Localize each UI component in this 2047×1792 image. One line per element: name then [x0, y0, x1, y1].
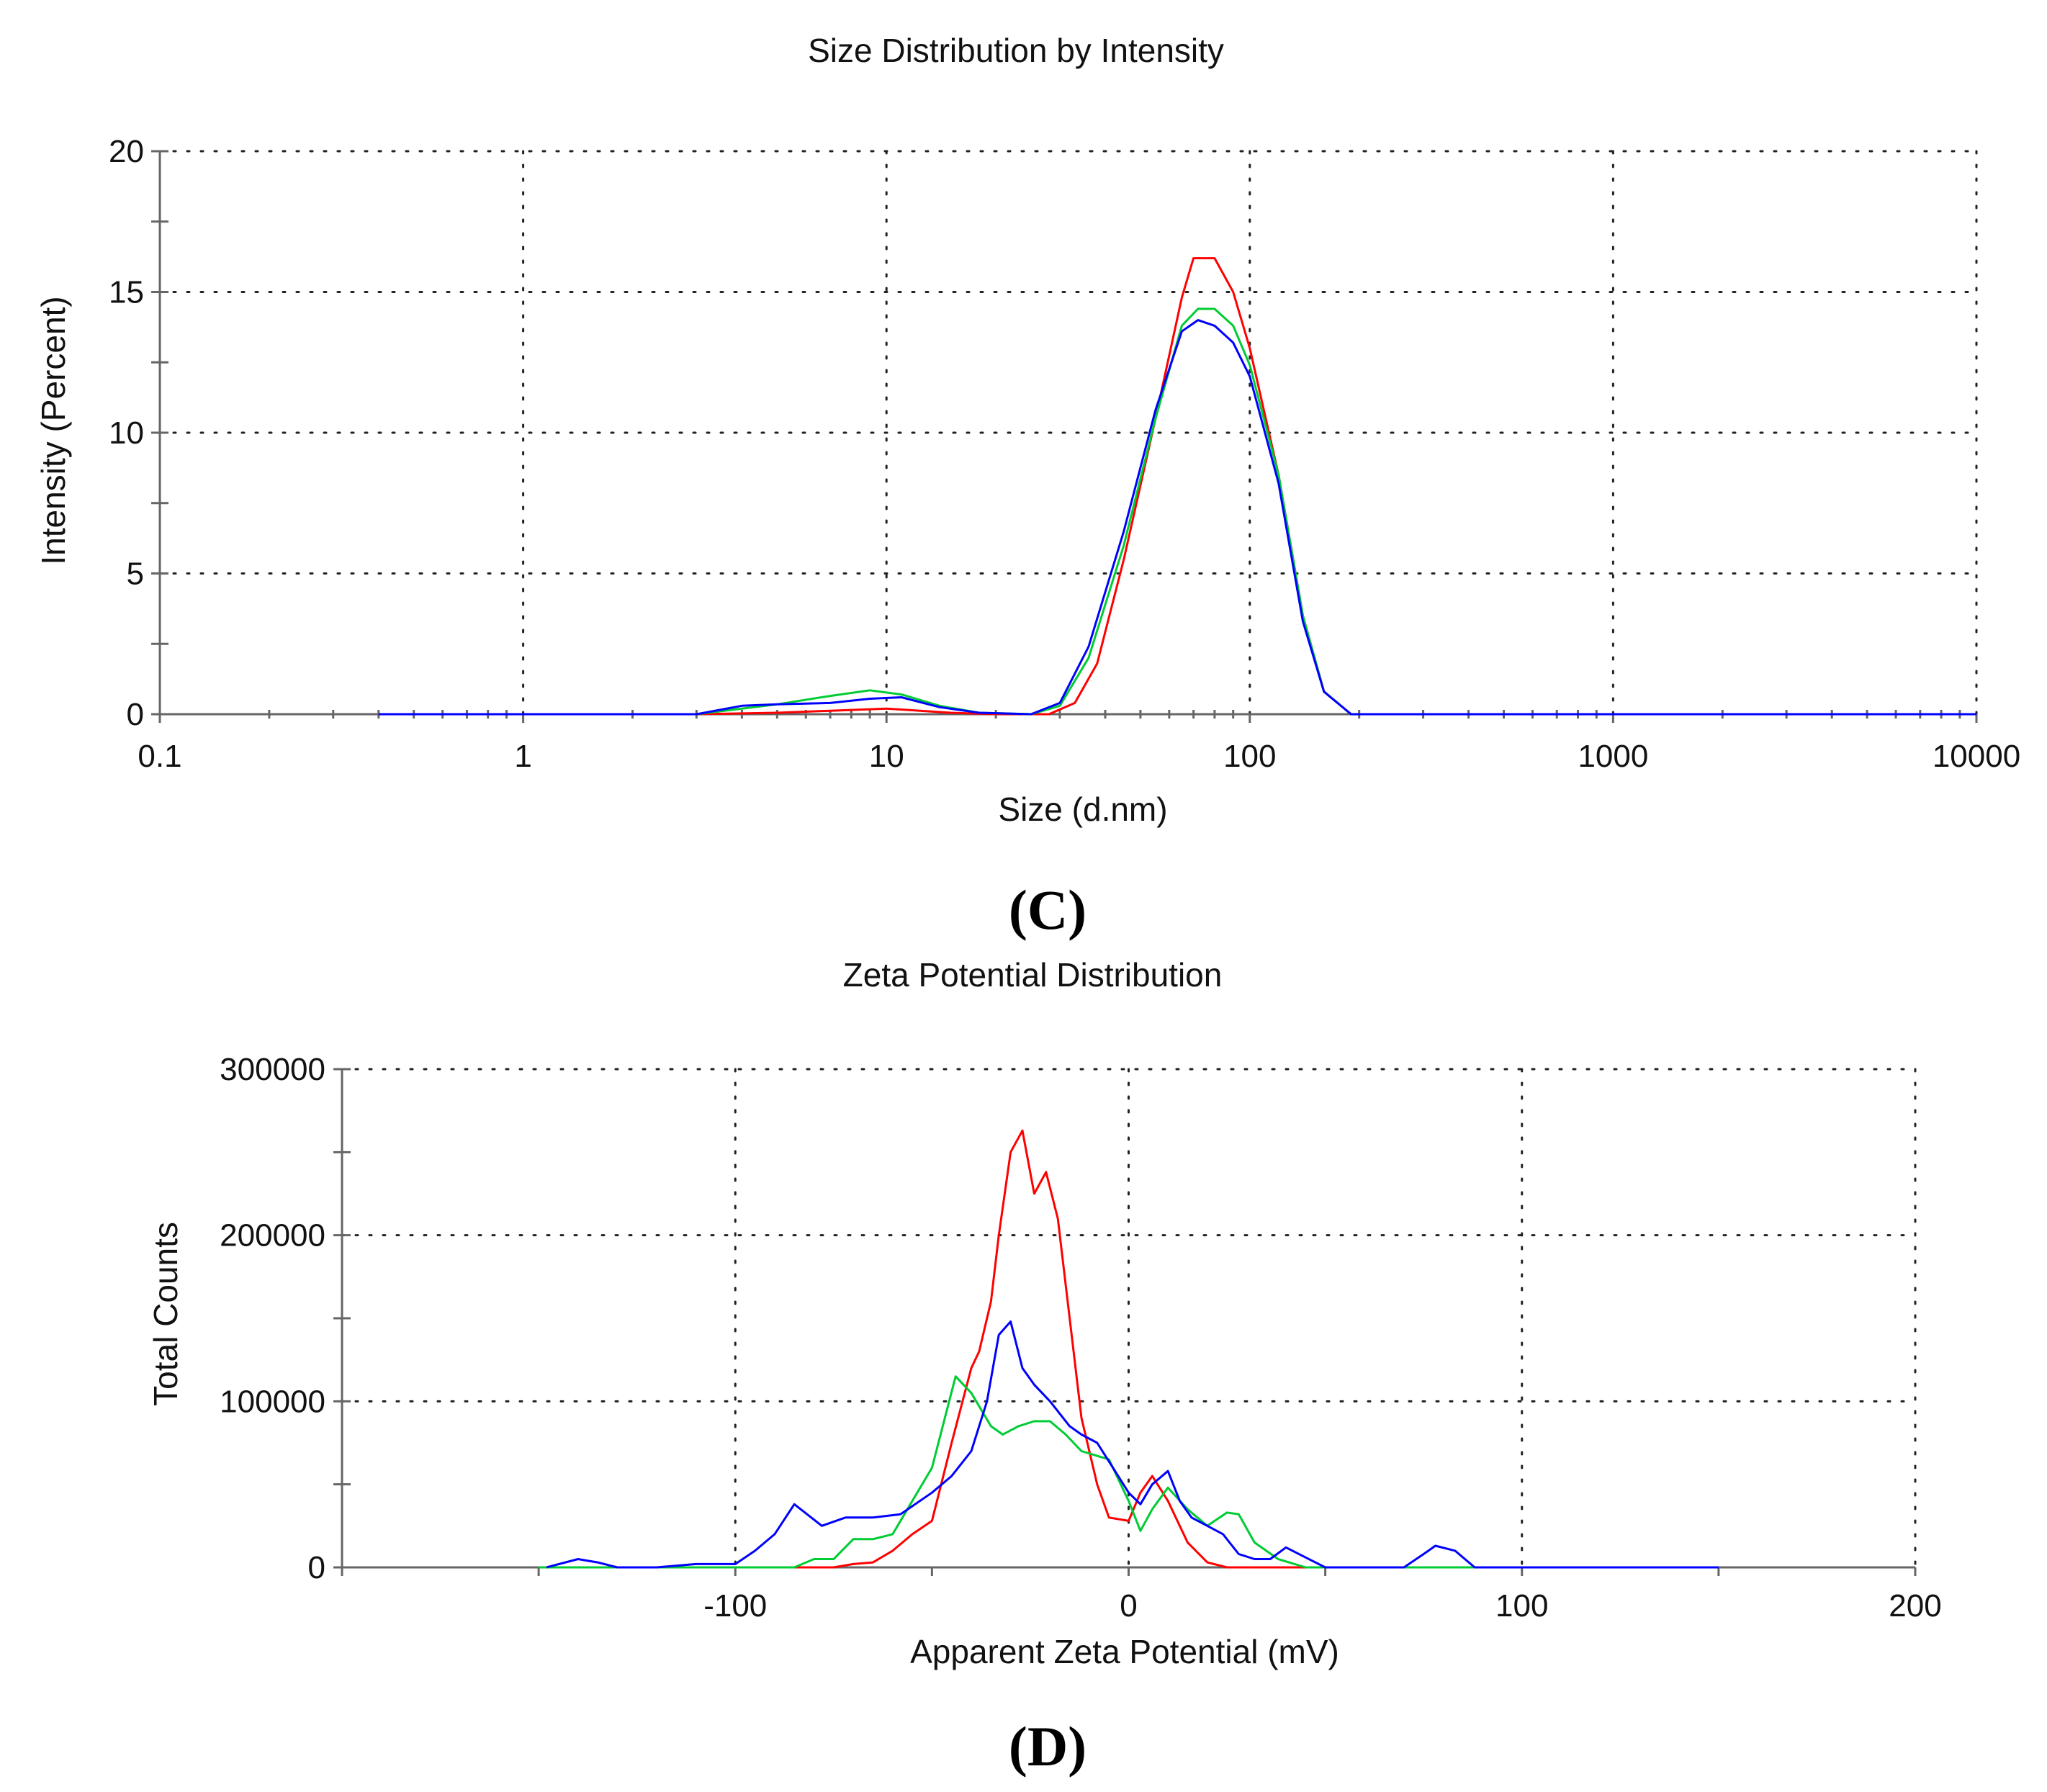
x-tick-label: 100 [1495, 1588, 1548, 1624]
x-axis-label: Size (d.nm) [998, 791, 1167, 828]
y-tick-label: 15 [109, 275, 144, 310]
x-tick-label: -100 [703, 1588, 767, 1624]
x-tick-label: 1 [514, 739, 531, 774]
y-tick-label: 20 [109, 134, 144, 169]
y-axis-label: Total Counts [147, 1222, 184, 1406]
y-tick-label: 0 [308, 1550, 325, 1585]
panel-label: (C) [1009, 878, 1087, 941]
y-tick-label: 5 [127, 557, 144, 592]
series-line-blue [546, 1320, 1719, 1569]
size-distribution-chart: Size Distribution by Intensity 0.1 1 10 100… [35, 32, 2020, 941]
x-tick-label: 1000 [1578, 739, 1648, 774]
series-line-blue [378, 319, 1976, 716]
x-axis-label: Apparent Zeta Potential (mV) [910, 1633, 1339, 1670]
x-tick-label: 0.1 [138, 739, 181, 774]
series-line-red [539, 1129, 1719, 1569]
y-tick-label: 100000 [220, 1384, 325, 1419]
zeta-potential-chart: Zeta Potential Distribution -100 0 100 2000… [147, 956, 1942, 1778]
series-line-green [378, 307, 1976, 716]
x-tick-label: 10 [869, 739, 904, 774]
x-tick-label: 10000 [1933, 739, 2020, 774]
y-axis-label: Intensity (Percent) [35, 296, 72, 564]
series-line-green [539, 1375, 1719, 1569]
chart-title: Size Distribution by Intensity [808, 32, 1224, 69]
x-tick-label: 200 [1889, 1588, 1941, 1624]
y-tick-label: 0 [127, 697, 144, 732]
x-tick-label: 0 [1120, 1588, 1137, 1624]
panel-label: (D) [1009, 1715, 1087, 1778]
x-tick-label: 100 [1223, 739, 1276, 774]
y-tick-label: 10 [109, 415, 144, 451]
y-tick-label: 200000 [220, 1218, 325, 1253]
chart-title: Zeta Potential Distribution [843, 956, 1223, 994]
y-tick-label: 300000 [220, 1052, 325, 1087]
